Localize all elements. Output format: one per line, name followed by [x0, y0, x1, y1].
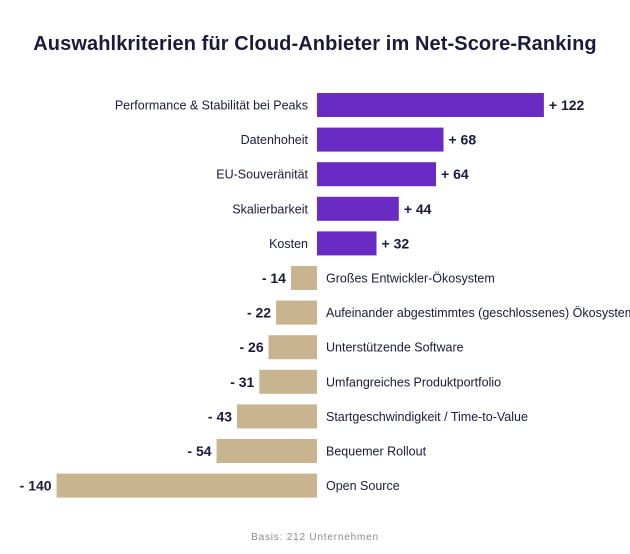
- value-label: - 26: [240, 339, 264, 355]
- bar: [291, 266, 317, 290]
- bar-group: Unterstützende Software - 26: [240, 335, 464, 360]
- value-label: + 64: [441, 166, 469, 182]
- category-label: Aufeinander abgestimmtes (geschlossenes)…: [326, 306, 630, 320]
- bar-group: EU-Souveränität + 64: [216, 162, 469, 187]
- category-label: Skalierbarkeit: [232, 202, 308, 216]
- value-label: - 22: [247, 305, 271, 321]
- category-label: Datenhoheit: [241, 133, 309, 147]
- category-label: Open Source: [326, 479, 400, 493]
- bar: [276, 300, 317, 325]
- value-label: - 140: [20, 478, 52, 494]
- bar: [317, 231, 377, 256]
- value-label: - 54: [187, 443, 211, 459]
- category-label: EU-Souveränität: [216, 168, 308, 182]
- bar: [216, 439, 317, 463]
- value-label: + 122: [549, 97, 585, 113]
- bar-group: Open Source - 140: [20, 473, 400, 498]
- chart-title: Auswahlkriterien für Cloud-Anbieter im N…: [33, 33, 597, 55]
- category-label: Großes Entwickler-Ökosystem: [326, 272, 495, 286]
- bar: [317, 196, 399, 221]
- value-label: - 31: [230, 374, 254, 390]
- bar: [259, 369, 317, 394]
- bar-group: Bequemer Rollout - 54: [187, 439, 427, 463]
- bar-group: Umfangreiches Produktportfolio - 31: [230, 369, 501, 394]
- bar: [317, 127, 444, 152]
- category-label: Unterstützende Software: [326, 341, 464, 355]
- chart-footnote: Basis: 212 Unternehmen: [251, 532, 379, 543]
- bar: [237, 404, 317, 429]
- bar: [317, 93, 544, 117]
- category-label: Bequemer Rollout: [326, 445, 427, 459]
- bar-group: Kosten + 32: [269, 231, 410, 256]
- bar-group: Performance & Stabilität bei Peaks + 122: [115, 93, 585, 117]
- category-label: Kosten: [269, 237, 308, 251]
- value-label: - 14: [262, 270, 286, 286]
- bar-group: Aufeinander abgestimmtes (geschlossenes)…: [247, 300, 630, 325]
- category-label: Performance & Stabilität bei Peaks: [115, 99, 308, 113]
- category-label: Umfangreiches Produktportfolio: [326, 375, 501, 389]
- value-label: + 68: [448, 132, 476, 148]
- value-label: + 32: [382, 235, 410, 251]
- value-label: + 44: [404, 201, 432, 217]
- bar-group: Skalierbarkeit + 44: [232, 196, 432, 221]
- bar-group: Startgeschwindigkeit / Time-to-Value - 43: [208, 404, 528, 429]
- bar: [268, 335, 317, 360]
- value-label: - 43: [208, 408, 232, 424]
- bar: [317, 162, 436, 187]
- category-label: Startgeschwindigkeit / Time-to-Value: [326, 410, 528, 424]
- bar-group: Datenhoheit + 68: [241, 127, 476, 152]
- bar: [56, 473, 317, 498]
- bar-group: Großes Entwickler-Ökosystem - 14: [262, 266, 495, 290]
